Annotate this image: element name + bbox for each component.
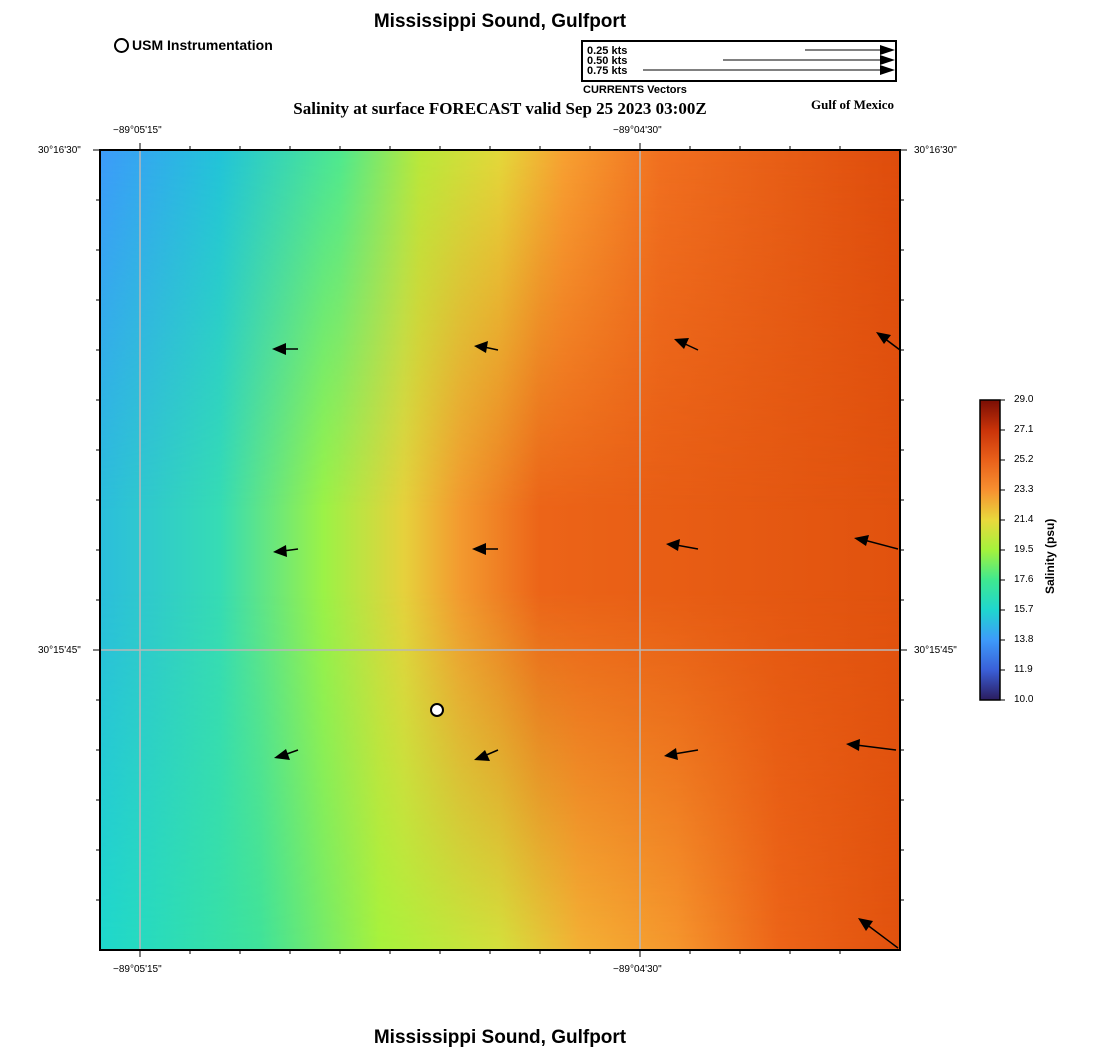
colorbar-ticks xyxy=(1000,399,1005,701)
lat-label-left-2: 30°15'45" xyxy=(38,645,81,656)
current-vector-arrow-icon xyxy=(664,748,699,760)
current-vector-arrow-icon xyxy=(876,332,901,351)
frame-ticks xyxy=(93,143,907,957)
vector-legend-label: 0.75 kts xyxy=(587,65,628,77)
colorbar-tick-label: 19.5 xyxy=(1014,544,1034,555)
current-vector-arrow-icon xyxy=(273,545,299,557)
vector-legend-label: 0.25 kts xyxy=(587,45,628,57)
colorbar-tick-label: 29.0 xyxy=(1014,394,1034,405)
current-vector-arrow-icon xyxy=(858,918,899,949)
colorbar-tick-label: 17.6 xyxy=(1014,574,1034,585)
lon-label-top-1: −89°05'15" xyxy=(113,125,162,136)
map-title: Mississippi Sound, Gulfport xyxy=(373,11,627,32)
colorbar-tick-label: 10.0 xyxy=(1014,694,1034,705)
vector-legend-caption: CURRENTS Vectors xyxy=(583,84,687,96)
vector-legend-box: 0.25 kts 0.50 kts 0.75 kts xyxy=(581,40,897,82)
legend-arrowhead-icon xyxy=(880,55,895,65)
lon-label-bottom-2: −89°04'30" xyxy=(613,964,662,975)
lat-label-right-1: 30°16'30" xyxy=(914,145,957,156)
lat-label-left-1: 30°16'30" xyxy=(38,145,81,156)
current-vector-arrow-icon xyxy=(854,535,899,550)
colorbar-tick-label: 15.7 xyxy=(1014,604,1034,615)
current-vector-arrow-icon xyxy=(274,749,299,760)
region-label: Gulf of Mexico xyxy=(811,97,895,112)
current-vectors xyxy=(272,332,901,949)
current-vector-arrow-icon xyxy=(846,739,897,751)
lon-label-top-2: −89°04'30" xyxy=(613,125,662,136)
colorbar-title: Salinity (psu) xyxy=(1043,518,1057,594)
current-vector-arrow-icon xyxy=(272,343,298,355)
colorbar-tick-label: 11.9 xyxy=(1014,664,1033,675)
lon-label-bottom-1: −89°05'15" xyxy=(113,964,162,975)
instrument-legend: USM Instrumentation xyxy=(114,37,273,53)
salinity-field-south xyxy=(100,150,900,950)
graticule xyxy=(100,150,900,950)
colorbar-tick-label: 25.2 xyxy=(1014,454,1034,465)
colorbar-tick-label: 21.4 xyxy=(1014,514,1034,525)
colorbar-tick-label: 27.1 xyxy=(1014,424,1034,435)
current-vector-arrow-icon xyxy=(474,341,499,353)
legend-arrowhead-icon xyxy=(880,45,895,55)
legend-arrowhead-icon xyxy=(880,65,895,75)
colorbar-tick-label: 13.8 xyxy=(1014,634,1034,645)
current-vector-arrow-icon xyxy=(674,338,699,351)
colorbar-tick-label: 23.3 xyxy=(1014,484,1034,495)
current-vector-arrow-icon xyxy=(666,539,699,551)
instrument-label: USM Instrumentation xyxy=(132,37,273,53)
usm-station-marker-icon[interactable] xyxy=(430,703,444,717)
lat-label-right-2: 30°15'45" xyxy=(914,645,957,656)
map-footer-title: Mississippi Sound, Gulfport xyxy=(373,1027,627,1048)
vector-legend-arrows xyxy=(643,45,895,75)
current-vector-arrow-icon xyxy=(472,543,498,555)
station-marker-icon xyxy=(114,37,129,53)
vector-legend-label: 0.50 kts xyxy=(587,55,628,67)
colorbar xyxy=(979,399,1001,701)
map-subtitle: Salinity at surface FORECAST valid Sep 2… xyxy=(293,99,707,118)
current-vector-arrow-icon xyxy=(474,749,499,761)
